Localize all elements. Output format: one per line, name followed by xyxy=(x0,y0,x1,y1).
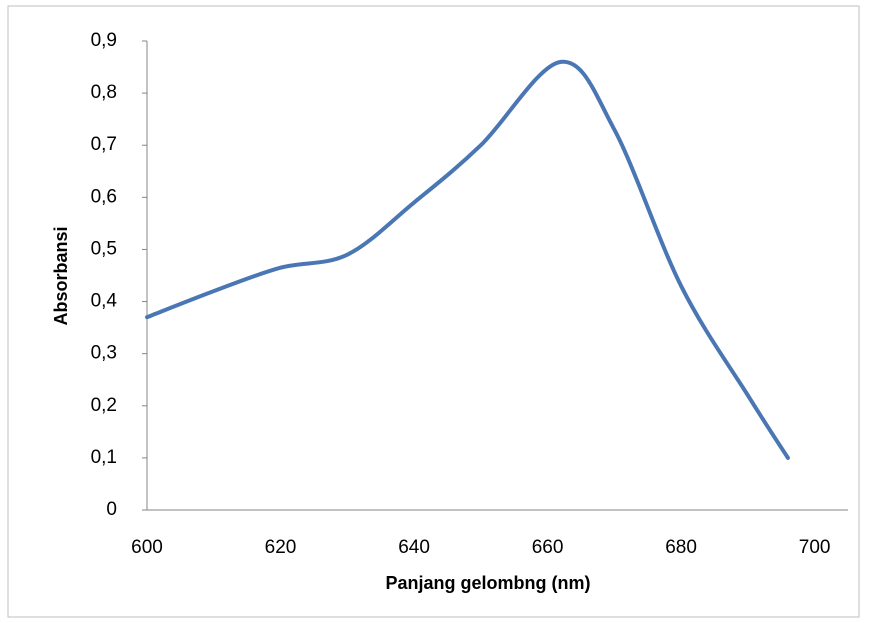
x-tick-label: 640 xyxy=(398,537,430,558)
x-tick-label: 680 xyxy=(665,537,697,558)
y-tick-label: 0,8 xyxy=(91,82,117,103)
x-tick-label: 620 xyxy=(265,537,297,558)
y-tick-label: 0,3 xyxy=(91,343,117,364)
chart: Panjang gelombng (nm) Absorbansi 0 0,1 0,2… xyxy=(0,0,874,623)
y-tick-label: 0,9 xyxy=(91,30,117,51)
x-tick-label: 600 xyxy=(131,537,163,558)
y-axis-label: Absorbansi xyxy=(51,226,71,325)
x-tick-label: 700 xyxy=(799,537,831,558)
y-tick-label: 0,4 xyxy=(91,291,118,312)
y-tick-label: 0 xyxy=(106,499,117,520)
x-tick-label: 660 xyxy=(532,537,564,558)
x-axis-label: Panjang gelombng (nm) xyxy=(386,573,591,593)
y-tick-label: 0,2 xyxy=(91,395,117,416)
y-tick-label: 0,6 xyxy=(91,186,117,207)
y-tick-label: 0,5 xyxy=(91,238,117,259)
data-line xyxy=(147,62,788,458)
y-tick-label: 0,1 xyxy=(91,447,117,468)
y-tick-label: 0,7 xyxy=(91,134,117,155)
chart-frame xyxy=(8,6,859,617)
